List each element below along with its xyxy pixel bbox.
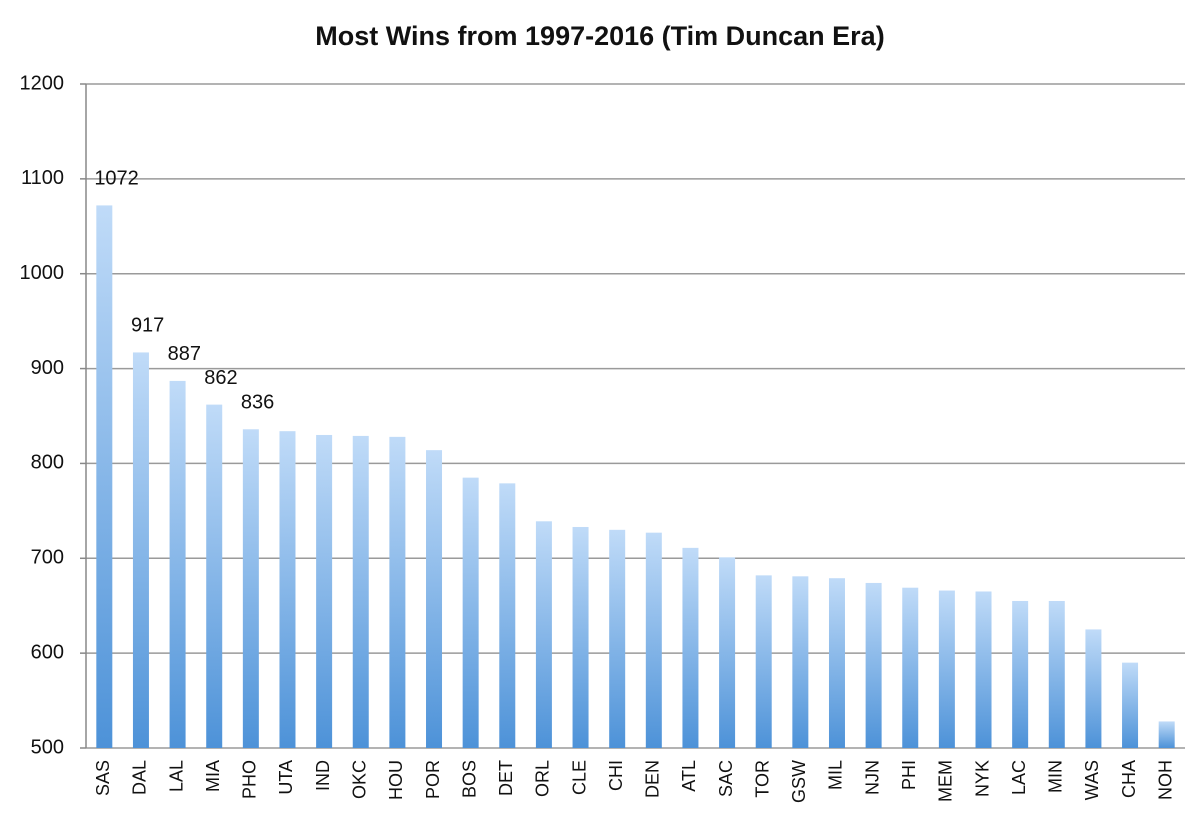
bar — [499, 483, 516, 748]
x-tick-label: TOR — [752, 760, 772, 798]
bar — [902, 587, 919, 748]
y-tick-label: 900 — [31, 357, 64, 379]
bar — [755, 575, 772, 748]
x-tick-label: LAL — [166, 760, 186, 792]
data-label: 887 — [168, 343, 201, 365]
bar — [169, 380, 186, 748]
x-tick-label: CHI — [606, 760, 626, 791]
x-tick-label: MEM — [936, 760, 956, 802]
x-tick-label: MIL — [826, 760, 846, 790]
y-tick-label: 1200 — [20, 72, 65, 94]
x-tick-label: NOH — [1155, 760, 1175, 800]
bar — [426, 450, 443, 748]
x-tick-label: NYK — [972, 760, 992, 797]
data-label: 917 — [131, 315, 164, 337]
bar — [1122, 662, 1139, 748]
x-tick-label: MIA — [203, 760, 223, 792]
y-tick-label: 700 — [31, 547, 64, 569]
bar — [389, 436, 406, 748]
x-tick-label: CHA — [1119, 760, 1139, 798]
bar — [572, 526, 589, 748]
x-tick-label: PHI — [899, 760, 919, 790]
bar — [938, 590, 955, 748]
bar — [975, 591, 992, 748]
x-tick-label: CLE — [569, 760, 589, 795]
bar — [1085, 629, 1102, 748]
bar — [828, 578, 845, 748]
data-label: 862 — [204, 367, 237, 389]
x-tick-label: SAS — [93, 760, 113, 796]
x-tick-label: SAC — [716, 760, 736, 797]
bar — [279, 431, 296, 748]
y-tick-label: 800 — [31, 452, 64, 474]
x-tick-label: WAS — [1082, 760, 1102, 800]
bar — [132, 352, 149, 748]
bar — [352, 435, 369, 748]
chart-title: Most Wins from 1997-2016 (Tim Duncan Era… — [315, 21, 884, 51]
bar — [96, 205, 113, 749]
data-label: 836 — [241, 392, 274, 414]
x-tick-label: POR — [423, 760, 443, 799]
x-tick-label: HOU — [386, 760, 406, 800]
bar — [792, 576, 809, 748]
x-tick-label: BOS — [459, 760, 479, 798]
x-tick-label: PHO — [240, 760, 260, 799]
y-tick-label: 500 — [31, 736, 64, 758]
x-tick-label: DEN — [643, 760, 663, 798]
x-tick-label: ORL — [533, 760, 553, 797]
y-tick-label: 1100 — [21, 167, 64, 189]
x-tick-label: DAL — [130, 760, 150, 795]
y-tick-label: 1000 — [20, 262, 65, 284]
bar — [645, 532, 662, 748]
x-tick-label: IND — [313, 760, 333, 791]
x-tick-label: GSW — [789, 760, 809, 803]
bar — [462, 477, 479, 748]
y-tick-label: 600 — [31, 641, 64, 663]
data-label: 1072 — [94, 168, 139, 190]
bar — [1048, 600, 1065, 748]
bar — [682, 547, 699, 748]
bar — [535, 521, 552, 748]
x-tick-label: UTA — [276, 760, 296, 795]
bar — [1012, 600, 1029, 748]
bar — [1158, 721, 1175, 748]
bar — [865, 582, 882, 748]
x-tick-label: OKC — [350, 760, 370, 799]
x-tick-label: DET — [496, 760, 516, 796]
x-tick-label: MIN — [1046, 760, 1066, 793]
bar — [316, 434, 333, 748]
bar — [242, 429, 259, 748]
x-tick-label: ATL — [679, 760, 699, 792]
bar — [206, 404, 223, 748]
bar — [719, 557, 736, 748]
x-tick-label: NJN — [862, 760, 882, 795]
bar — [609, 529, 626, 748]
x-tick-label: LAC — [1009, 760, 1029, 795]
